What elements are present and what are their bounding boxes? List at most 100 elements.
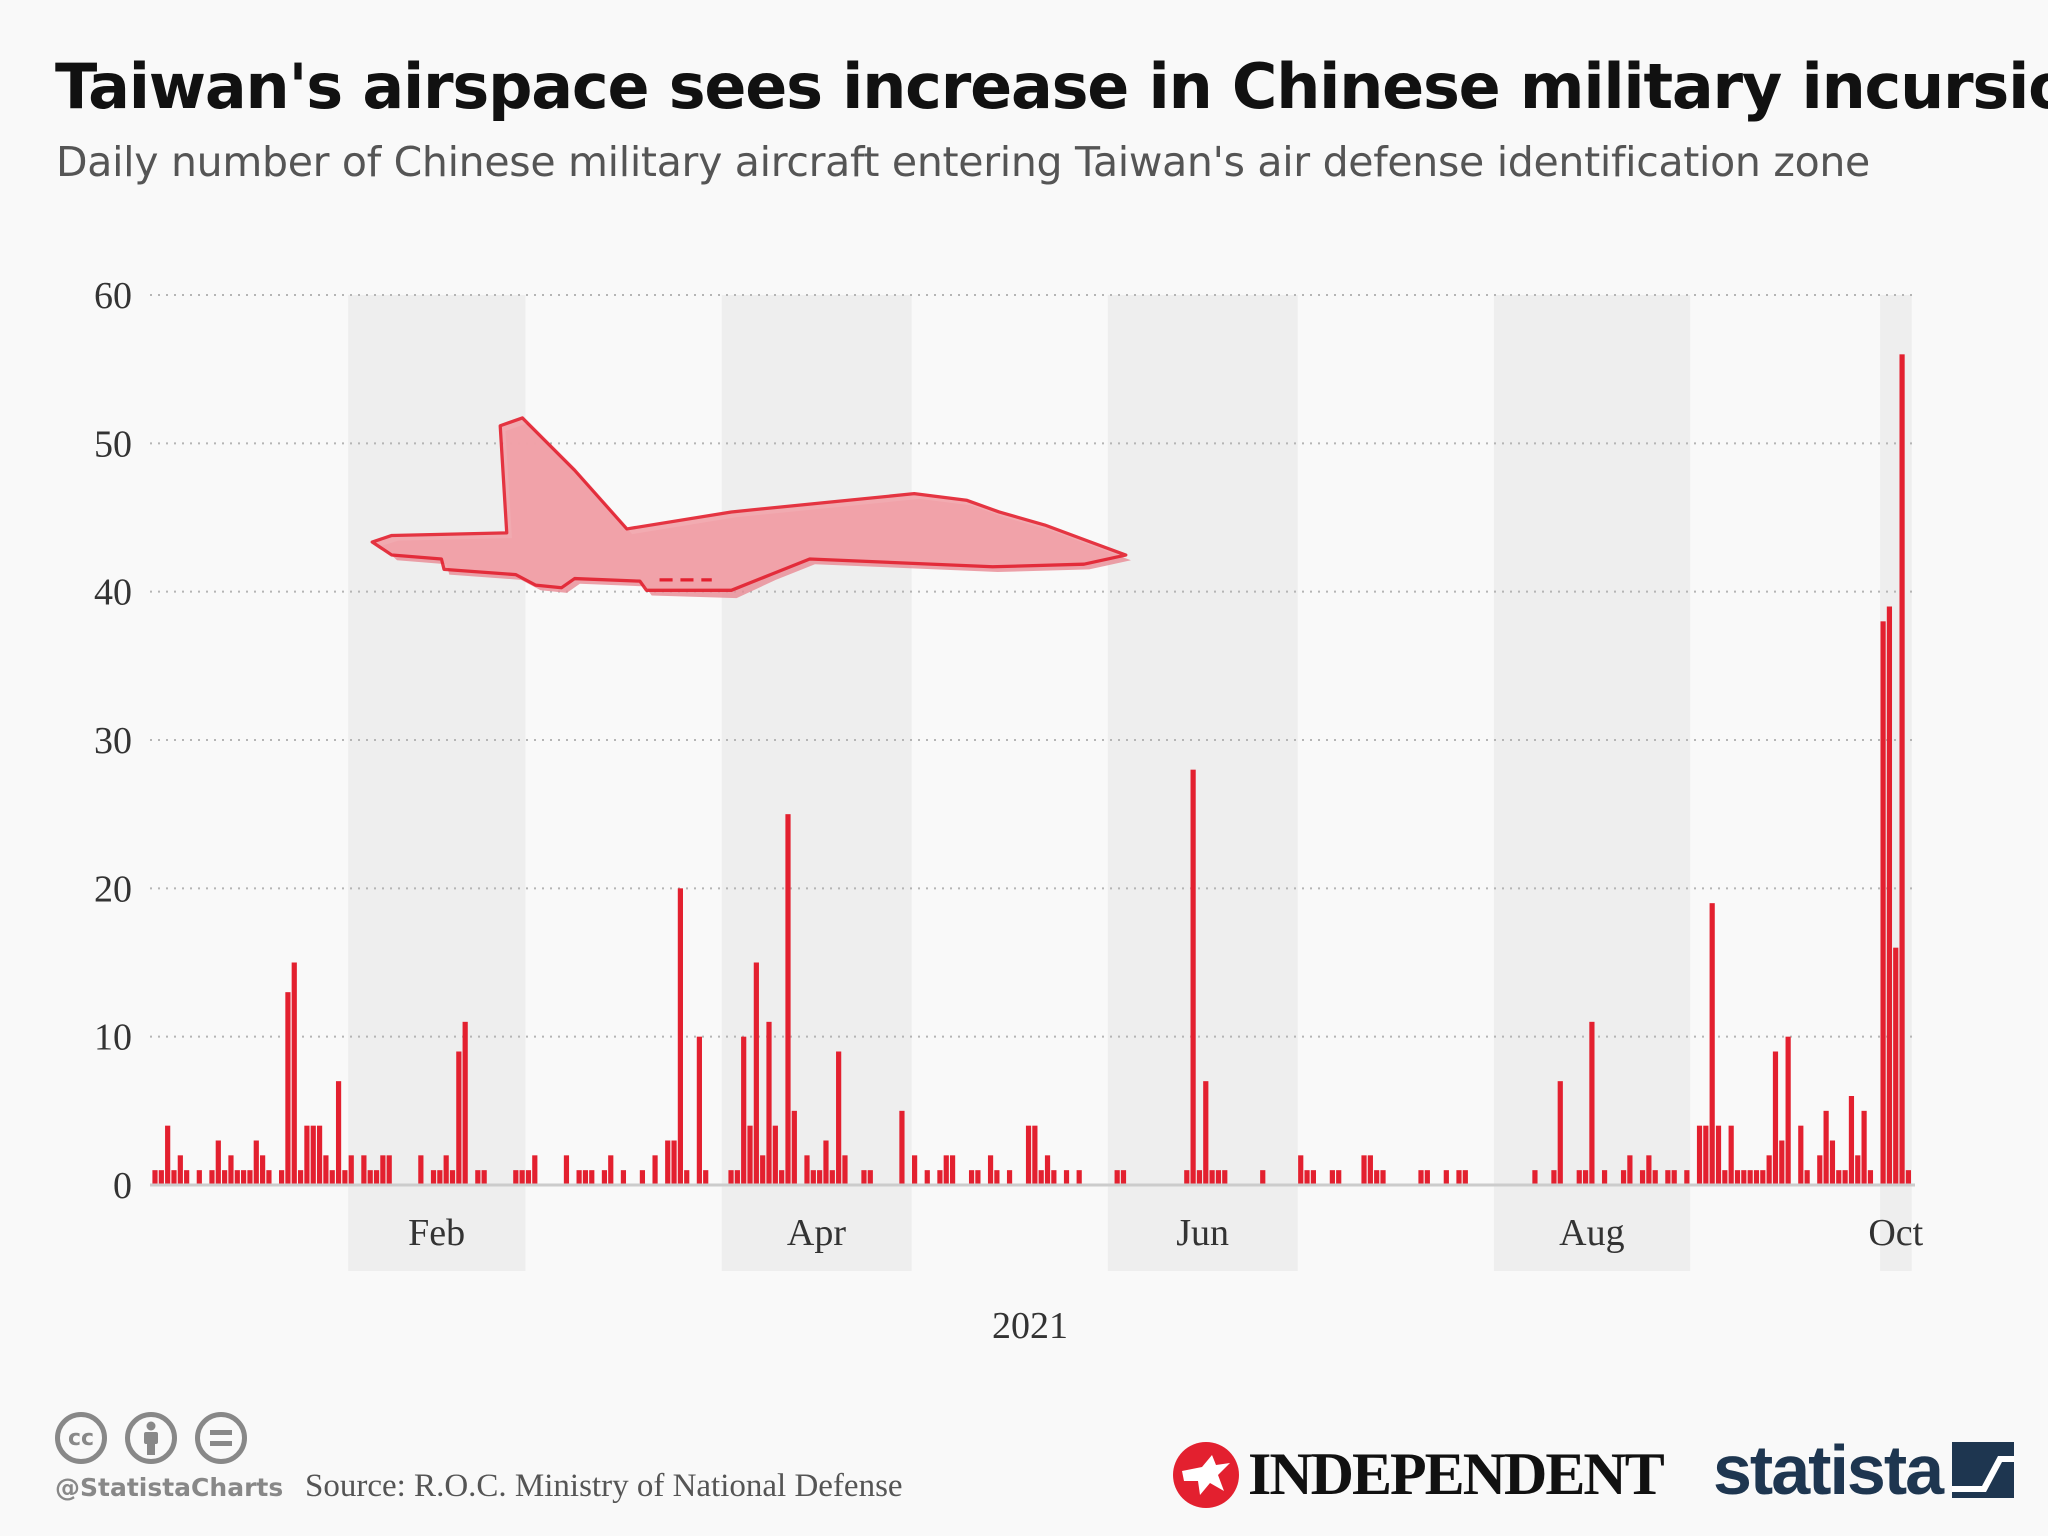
bar	[1722, 1170, 1728, 1185]
bar	[1418, 1170, 1424, 1185]
bar	[987, 1155, 994, 1185]
bar	[937, 1170, 943, 1185]
bar	[1051, 1170, 1057, 1185]
bar	[253, 1140, 259, 1185]
bar	[165, 1125, 171, 1185]
bar	[152, 1170, 158, 1185]
bar	[912, 1155, 918, 1185]
bar	[1893, 947, 1899, 1185]
y-tick-label: 10	[94, 1017, 132, 1059]
statista-mark-icon	[1952, 1442, 2015, 1498]
bar	[481, 1170, 487, 1185]
bar	[753, 962, 759, 1185]
bar	[1551, 1170, 1557, 1185]
bar-chart: 0 10 20 30 40 50 60 Feb Apr Jun Aug Oct 2021	[94, 275, 1924, 1347]
bar	[1766, 1155, 1772, 1185]
bar	[1627, 1155, 1633, 1185]
eagle-icon	[1173, 1441, 1239, 1508]
bar	[949, 1155, 956, 1185]
bar	[684, 1170, 690, 1185]
y-tick-label: 30	[94, 720, 132, 762]
bar	[1867, 1170, 1874, 1185]
bar	[741, 1036, 747, 1185]
bar	[861, 1170, 867, 1185]
bar	[329, 1170, 335, 1185]
bar	[1044, 1155, 1051, 1185]
bar	[291, 962, 297, 1185]
bar	[1190, 769, 1196, 1185]
bar	[924, 1170, 930, 1185]
bar	[823, 1140, 829, 1185]
bar	[437, 1170, 443, 1185]
bar	[772, 1125, 778, 1185]
bar	[1589, 1021, 1595, 1185]
bar	[1772, 1051, 1779, 1185]
bar	[1038, 1170, 1044, 1185]
bar	[177, 1155, 183, 1185]
bar	[576, 1170, 582, 1185]
source-text: Source: R.O.C. Ministry of National Defe…	[305, 1468, 903, 1504]
y-tick-label: 60	[94, 275, 132, 317]
bar	[652, 1155, 658, 1185]
bar	[677, 888, 683, 1185]
bar	[836, 1051, 842, 1185]
y-tick-label: 20	[94, 868, 132, 910]
no-derivatives-icon	[195, 1412, 247, 1464]
bar	[1601, 1170, 1608, 1185]
x-axis-title: 2021	[992, 1305, 1068, 1347]
bar	[1684, 1170, 1690, 1185]
statista-wordmark: statista	[1713, 1431, 1944, 1509]
bar	[373, 1170, 380, 1185]
bar	[1671, 1170, 1677, 1185]
bar	[304, 1125, 310, 1185]
bar	[1443, 1170, 1449, 1185]
bar	[968, 1170, 975, 1185]
statista-handle: @StatistaCharts	[55, 1473, 284, 1502]
bar	[316, 1125, 323, 1185]
bar	[342, 1170, 348, 1185]
bar	[367, 1170, 373, 1185]
bar	[196, 1170, 202, 1185]
bar	[608, 1155, 614, 1185]
bar	[1703, 1125, 1709, 1185]
bar	[1798, 1125, 1804, 1185]
bar	[1880, 621, 1886, 1185]
bar	[260, 1155, 266, 1185]
bar	[1260, 1170, 1266, 1185]
chart-title: Taiwan's airspace sees increase in Chine…	[55, 50, 2048, 123]
bar	[766, 1021, 772, 1185]
bar	[1380, 1170, 1386, 1185]
bar	[1076, 1170, 1082, 1185]
bar	[310, 1125, 316, 1185]
bar	[1361, 1155, 1367, 1185]
bar	[449, 1170, 456, 1185]
bar	[1886, 606, 1893, 1185]
bar	[1222, 1170, 1228, 1185]
bar	[1532, 1170, 1538, 1185]
month-band	[348, 295, 526, 1271]
bar	[779, 1170, 785, 1185]
bar	[842, 1155, 848, 1185]
bar	[532, 1155, 538, 1185]
bar	[791, 1110, 797, 1185]
bar	[1804, 1170, 1810, 1185]
bar	[1734, 1170, 1741, 1185]
bar	[1304, 1170, 1310, 1185]
bar	[285, 992, 291, 1185]
bar	[1184, 1170, 1190, 1185]
month-band	[1107, 295, 1298, 1271]
bar	[1374, 1170, 1380, 1185]
bar	[513, 1170, 519, 1185]
bar	[443, 1155, 449, 1185]
bar	[1329, 1170, 1335, 1185]
bar	[804, 1155, 810, 1185]
bar	[519, 1170, 525, 1185]
bar	[760, 1155, 766, 1185]
y-tick-label: 0	[113, 1165, 132, 1207]
fighter-jet-illustration	[370, 416, 1131, 599]
bar	[1779, 1140, 1785, 1185]
bar	[728, 1170, 734, 1185]
bar	[158, 1170, 164, 1185]
bar	[1861, 1110, 1867, 1185]
bar	[1456, 1170, 1462, 1185]
